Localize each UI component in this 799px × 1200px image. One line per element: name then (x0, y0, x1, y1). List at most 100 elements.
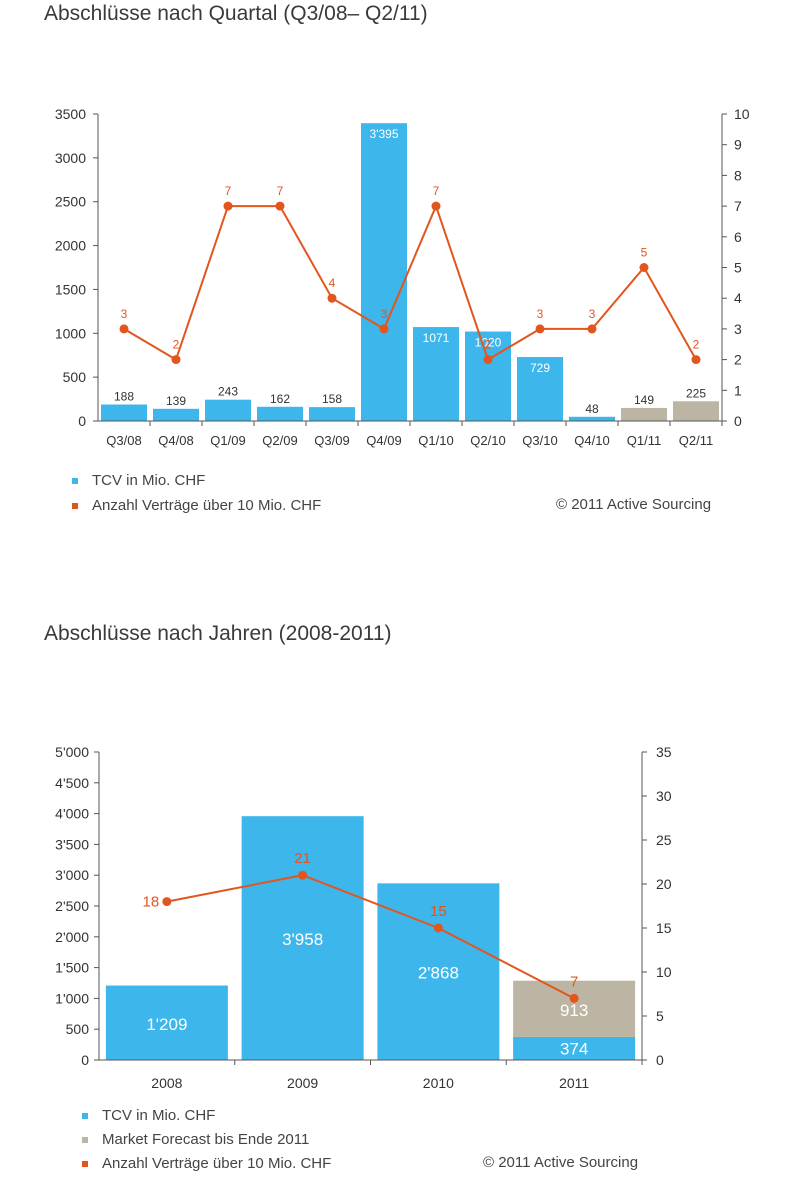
tcv-label-2008: 1'209 (146, 1015, 187, 1034)
contracts-line (123, 203, 697, 362)
right-tick-label: 15 (656, 920, 672, 936)
bar-Q2/10 (465, 331, 511, 421)
contracts-point-Q3/09 (327, 293, 337, 303)
contracts-label-2008: 18 (143, 894, 160, 911)
x-tick-label-2011: 2011 (559, 1075, 589, 1091)
contracts-label-2009: 21 (294, 850, 311, 867)
contracts-label-Q3/10: 3 (537, 307, 544, 321)
tcv-label-2009: 3'958 (282, 930, 323, 949)
contracts-label-2010: 15 (430, 903, 447, 920)
chart1-legend-item: TCV in Mio. CHF (72, 472, 205, 489)
left-tick-label: 1500 (55, 281, 86, 297)
contracts-label-Q4/08: 2 (173, 338, 180, 352)
bar-Q4/08 (153, 408, 199, 421)
right-tick-label: 25 (656, 832, 672, 848)
legend-label: Anzahl Verträge über 10 Mio. CHF (92, 497, 322, 514)
left-tick-label: 3'000 (55, 867, 89, 883)
bar-Q3/10 (517, 357, 563, 421)
bar-Q2/09 (257, 406, 303, 421)
tcv-bar-2009 (241, 816, 364, 1060)
left-tick-label: 2000 (55, 238, 86, 254)
chart2-legend-item: Anzahl Verträge über 10 Mio. CHF (82, 1155, 331, 1172)
contracts-line (166, 874, 575, 1000)
bar-label-Q4/08: 139 (166, 394, 186, 408)
legend-label: Market Forecast bis Ende 2011 (102, 1131, 310, 1148)
chart1-title: Abschlüsse nach Quartal (Q3/08– Q2/11) (44, 2, 428, 25)
right-tick-label: 0 (656, 1052, 664, 1068)
right-tick-label: 0 (734, 413, 742, 429)
left-tick-label: 1'500 (55, 960, 89, 976)
bar-Q3/08 (101, 404, 147, 421)
x-tick-label-Q2/10: Q2/10 (470, 433, 505, 448)
x-tick-label-Q2/09: Q2/09 (262, 433, 297, 448)
x-tick-label-Q3/09: Q3/09 (314, 433, 349, 448)
contracts-point-Q4/09 (379, 324, 389, 334)
legend-swatch (82, 1112, 88, 1119)
contracts-point-Q2/09 (275, 201, 285, 211)
x-tick-label-2010: 2010 (423, 1075, 454, 1091)
left-tick-label: 0 (78, 413, 86, 429)
contracts-point-2009 (298, 870, 308, 880)
forecast-bar-2011 (513, 980, 636, 1037)
bar-label-Q1/09: 243 (218, 385, 238, 399)
contracts-label-Q1/09: 7 (225, 184, 232, 198)
legend-label: TCV in Mio. CHF (92, 472, 206, 489)
contracts-point-Q1/09 (223, 201, 233, 211)
bar-label-Q1/11: 149 (634, 393, 654, 407)
tcv-label-2011: 374 (560, 1039, 588, 1058)
x-tick-label-Q1/10: Q1/10 (418, 433, 453, 448)
contracts-point-Q1/11 (639, 263, 649, 272)
contracts-label-2011: 7 (570, 973, 578, 990)
chart2-legend-item: Market Forecast bis Ende 2011 (82, 1131, 309, 1148)
forecast-label-2011: 913 (560, 1001, 588, 1020)
contracts-label-Q3/08: 3 (121, 307, 128, 321)
bar-label-Q3/08: 188 (114, 390, 134, 404)
tcv-bar-2011 (513, 1036, 636, 1060)
bar-label-Q1/10: 1071 (423, 331, 450, 345)
contracts-label-Q4/10: 3 (589, 307, 596, 321)
bar-label-Q2/09: 162 (270, 392, 290, 406)
x-tick-label-2009: 2009 (287, 1075, 318, 1091)
legend-swatch (72, 502, 78, 509)
bar-label-Q4/09: 3'395 (370, 127, 399, 141)
right-tick-label: 4 (734, 290, 742, 306)
right-tick-label: 9 (734, 137, 742, 153)
tcv-label-2010: 2'868 (418, 964, 459, 983)
chart2-copyright: © 2011 Active Sourcing (483, 1154, 639, 1171)
left-tick-label: 2'500 (55, 898, 89, 914)
contracts-point-Q3/08 (119, 324, 129, 334)
right-tick-label: 20 (656, 876, 672, 892)
bar-Q4/09 (361, 123, 407, 422)
x-tick-label-Q4/10: Q4/10 (574, 433, 609, 448)
contracts-label-Q1/11: 5 (641, 246, 648, 260)
chart1-legend-item: Anzahl Verträge über 10 Mio. CHF (72, 497, 321, 514)
chart2-legend-item: TCV in Mio. CHF (82, 1107, 215, 1124)
left-tick-label: 1'000 (55, 990, 89, 1006)
x-tick-label-Q4/09: Q4/09 (366, 433, 401, 448)
contracts-label-Q1/10: 7 (433, 184, 440, 198)
left-tick-label: 2500 (55, 194, 86, 210)
contracts-point-Q4/08 (171, 355, 181, 365)
right-tick-label: 2 (734, 352, 742, 368)
right-tick-label: 35 (656, 744, 672, 760)
right-tick-label: 5 (656, 1008, 664, 1024)
legend-swatch (72, 477, 78, 484)
left-tick-label: 500 (66, 1021, 90, 1037)
right-tick-label: 7 (734, 198, 742, 214)
x-tick-label-Q3/10: Q3/10 (522, 433, 557, 448)
contracts-point-Q3/10 (535, 324, 545, 334)
legend-swatch (82, 1136, 88, 1143)
left-tick-label: 2'000 (55, 929, 89, 945)
right-tick-label: 1 (734, 382, 742, 398)
chart2-title: Abschlüsse nach Jahren (2008-2011) (44, 622, 392, 645)
legend-swatch (82, 1160, 88, 1167)
contracts-label-Q2/10: 2 (485, 338, 492, 352)
left-tick-label: 3'500 (55, 836, 89, 852)
right-tick-label: 10 (734, 106, 750, 122)
contracts-point-Q2/11 (691, 355, 701, 365)
left-tick-label: 3000 (55, 150, 86, 166)
bar-label-Q2/11: 225 (686, 386, 706, 400)
contracts-label-Q4/09: 3 (381, 307, 388, 321)
x-tick-label-2008: 2008 (151, 1075, 182, 1091)
